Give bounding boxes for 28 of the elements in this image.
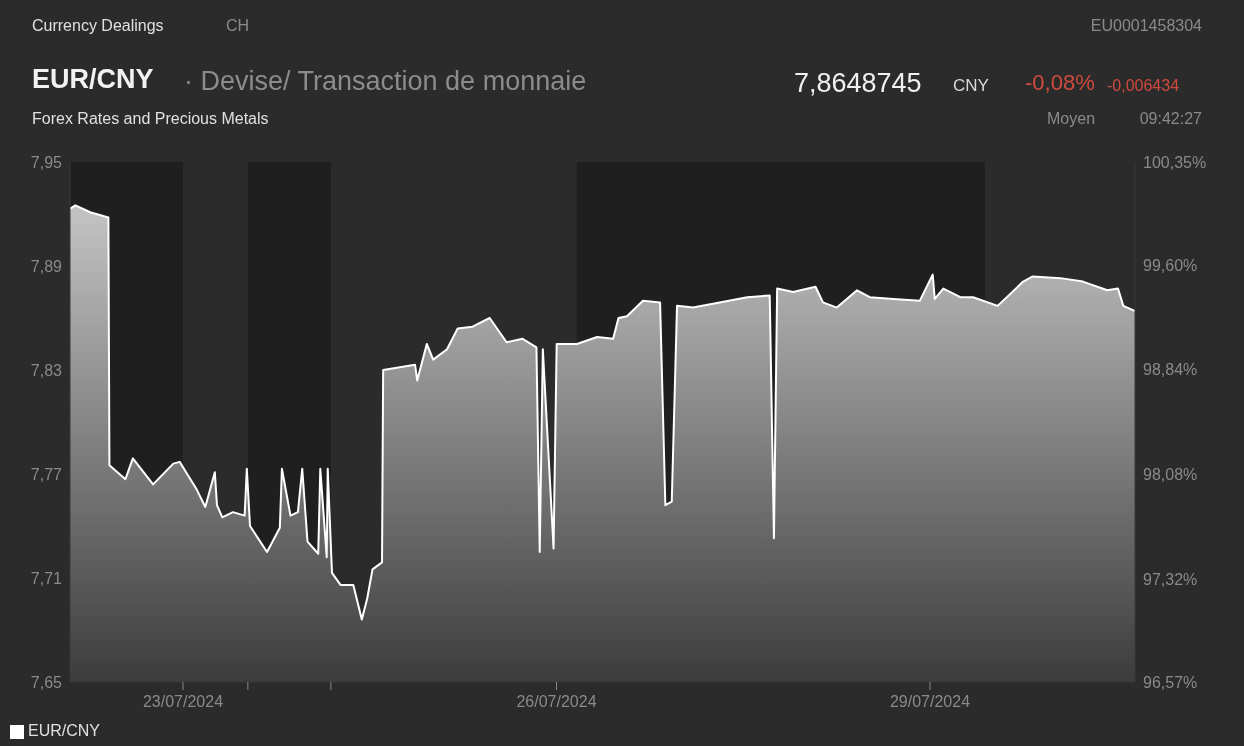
y2-tick-label: 98,84%	[1143, 361, 1198, 379]
text: CH	[226, 17, 250, 35]
legend-label: EUR/CNY	[28, 722, 101, 739]
text: 09:42:27	[1139, 110, 1202, 128]
text: -0,08%	[1025, 70, 1095, 96]
y2-tick-label: 97,32%	[1143, 570, 1198, 588]
y-tick-label: 7,89	[30, 257, 63, 275]
x-tick-label: 29/07/2024	[889, 693, 971, 711]
y2-tick-label: 98,08%	[1143, 465, 1198, 483]
y-tick-label: 7,83	[30, 361, 63, 379]
text: 7,8648745	[794, 68, 922, 99]
y-tick-label: 7,65	[30, 673, 63, 691]
text: -0,006434	[1107, 77, 1180, 95]
y2-tick-label: 96,57%	[1143, 673, 1198, 691]
text: Currency Dealings	[32, 17, 164, 35]
x-tick-label: 23/07/2024	[142, 693, 224, 711]
chart-subtitle: · Devise/ Transaction de monnaie	[184, 66, 587, 97]
y-tick-label: 7,71	[30, 569, 63, 587]
x-tick-label: 26/07/2024	[516, 693, 597, 711]
text: Moyen	[1047, 110, 1096, 128]
text: CNY	[953, 76, 989, 96]
text: EU0001458304	[1090, 17, 1202, 35]
y2-tick-label: 100,35%	[1143, 153, 1207, 171]
y2-tick-label: 99,60%	[1143, 256, 1198, 274]
y-tick-label: 7,95	[30, 153, 63, 171]
y-tick-label: 7,77	[30, 465, 63, 483]
text: Forex Rates and Precious Metals	[32, 110, 269, 128]
chart-title: EUR/CNY	[32, 64, 154, 95]
